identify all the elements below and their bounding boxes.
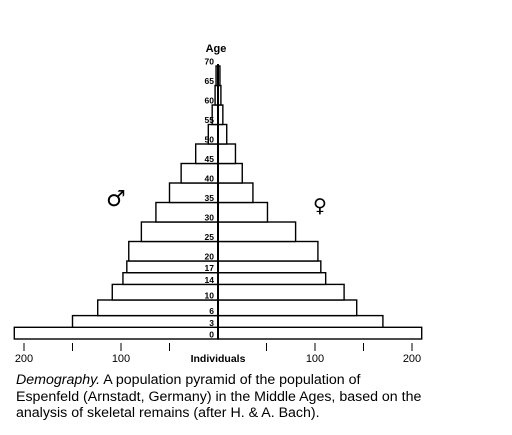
- age-tick-label-65: 65: [205, 76, 215, 86]
- bar-female-age-25-30: [217, 221, 297, 243]
- age-tick-label-6: 6: [209, 306, 214, 316]
- age-tick-label-17: 17: [205, 263, 215, 273]
- x-tick-label-male-100: 100: [112, 353, 130, 365]
- bar-female-age-40-45: [217, 162, 243, 184]
- age-tick-label-20: 20: [205, 252, 215, 262]
- age-tick-label-45: 45: [205, 154, 215, 164]
- bar-male-age-6-10: [97, 299, 219, 317]
- bar-female-age-30-35: [217, 201, 269, 223]
- bar-female-age-10-14: [217, 283, 345, 301]
- bar-male-age-10-14: [111, 283, 219, 301]
- x-tick-label-male-200: 200: [15, 353, 33, 365]
- bar-female-age-20-25: [217, 240, 319, 262]
- bar-male-age-0-3: [13, 326, 219, 340]
- caption-text: A population pyramid of the population o…: [16, 372, 422, 421]
- x-axis-title: Individuals: [191, 353, 246, 365]
- age-tick-label-10: 10: [205, 291, 215, 301]
- age-tick-label-3: 3: [209, 318, 214, 328]
- x-tick-label-female-100: 100: [306, 353, 324, 365]
- figure-caption: Demography. A population pyramid of the …: [16, 372, 426, 422]
- bar-female-age-0-3: [217, 326, 423, 340]
- bar-female-age-45-50: [217, 143, 237, 165]
- caption-lead: Demography.: [16, 372, 101, 388]
- age-tick-label-70: 70: [205, 57, 215, 67]
- bar-female-age-6-10: [217, 299, 358, 317]
- age-tick-label-14: 14: [205, 275, 215, 285]
- y-axis-title: Age: [206, 43, 227, 55]
- bar-female-age-35-40: [217, 182, 254, 204]
- bar-female-age-14-17: [217, 272, 327, 286]
- bar-female-age-3-6: [217, 314, 384, 329]
- male-symbol: ♂: [106, 187, 126, 212]
- bar-female-age-50-55: [217, 123, 228, 145]
- age-tick-label-50: 50: [205, 135, 215, 145]
- age-tick-label-60: 60: [205, 96, 215, 106]
- female-symbol: ♀: [313, 195, 327, 217]
- age-tick-label-25: 25: [205, 232, 215, 242]
- bar-male-age-3-6: [71, 314, 219, 329]
- age-tick-label-35: 35: [205, 193, 215, 203]
- x-tick-label-female-200: 200: [403, 353, 421, 365]
- bar-female-age-17-20: [217, 260, 322, 274]
- age-tick-label-55: 55: [205, 115, 215, 125]
- age-tick-label-30: 30: [205, 213, 215, 223]
- age-tick-label-40: 40: [205, 174, 215, 184]
- age-tick-label-0: 0: [209, 330, 214, 340]
